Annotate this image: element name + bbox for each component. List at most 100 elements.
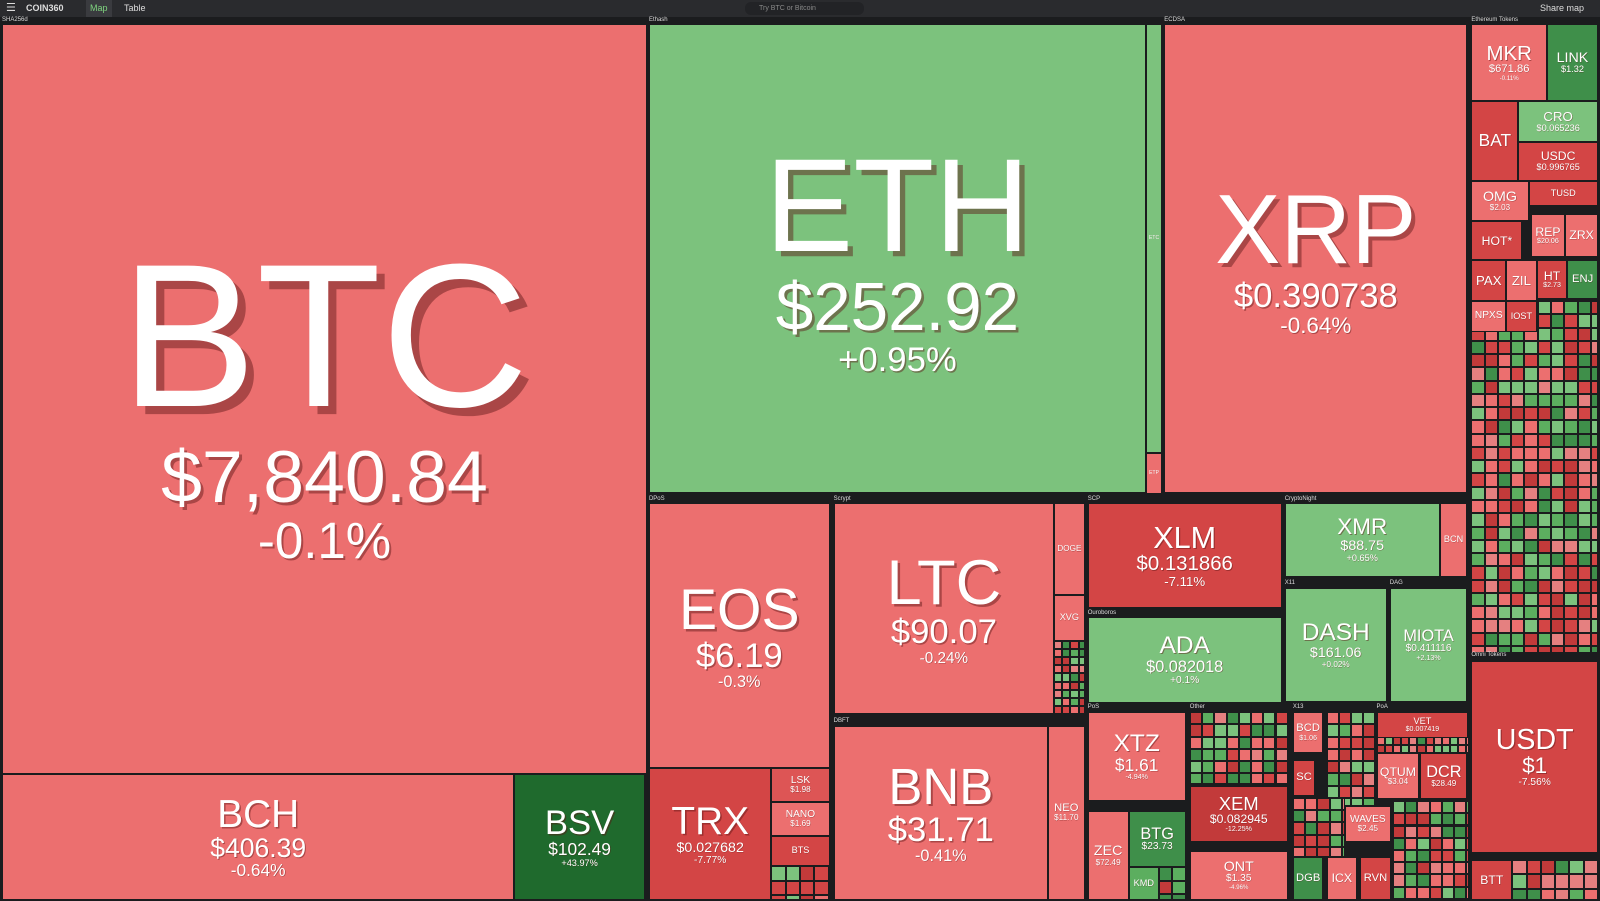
mini-tile[interactable]	[1458, 736, 1467, 745]
mini-tile[interactable]	[1441, 744, 1450, 754]
coin-tile[interactable]: XTZ $1.61 -4.94%	[1087, 712, 1186, 801]
tab-map[interactable]: Map	[86, 0, 112, 17]
mini-tile[interactable]	[1263, 748, 1276, 762]
coin-tile[interactable]: ENJ	[1567, 260, 1598, 299]
mini-tile[interactable]	[1417, 837, 1430, 850]
mini-tile[interactable]	[1471, 433, 1485, 447]
mini-tile[interactable]	[1338, 761, 1351, 774]
mini-tile[interactable]	[1537, 433, 1551, 447]
mini-tile[interactable]	[1555, 860, 1570, 875]
mini-tile[interactable]	[1524, 433, 1538, 447]
mini-tile[interactable]	[1159, 880, 1173, 894]
mini-tile[interactable]	[1511, 407, 1525, 421]
mini-tile[interactable]	[1551, 553, 1565, 567]
mini-tile[interactable]	[1417, 862, 1430, 875]
mini-tile[interactable]	[1564, 553, 1578, 567]
coin-tile[interactable]: BCH $406.39 -0.64%	[2, 774, 515, 900]
mini-tile[interactable]	[1471, 645, 1485, 654]
mini-tile[interactable]	[1078, 673, 1085, 682]
mini-tile[interactable]	[1577, 301, 1591, 315]
mini-tile[interactable]	[1484, 473, 1498, 487]
mini-tile[interactable]	[1351, 761, 1364, 774]
mini-tile[interactable]	[1376, 744, 1385, 754]
mini-tile[interactable]	[1341, 846, 1345, 858]
mini-tile[interactable]	[1292, 810, 1306, 823]
mini-tile[interactable]	[1537, 354, 1551, 368]
coin-tile[interactable]: BSV $102.49 +43.97%	[514, 774, 645, 900]
mini-tile[interactable]	[1564, 380, 1578, 394]
mini-tile[interactable]	[1287, 748, 1290, 762]
mini-tile[interactable]	[1441, 837, 1455, 850]
mini-tile[interactable]	[1484, 619, 1498, 633]
brand[interactable]: COIN360	[26, 3, 64, 13]
mini-tile[interactable]	[1577, 446, 1591, 461]
mini-tile[interactable]	[1537, 632, 1551, 646]
mini-tile[interactable]	[1497, 526, 1512, 540]
mini-tile[interactable]	[1590, 645, 1598, 654]
mini-tile[interactable]	[1471, 566, 1485, 580]
mini-tile[interactable]	[1590, 433, 1598, 447]
mini-tile[interactable]	[1551, 314, 1565, 328]
mini-tile[interactable]	[1078, 689, 1085, 698]
mini-tile[interactable]	[1202, 748, 1215, 762]
mini-tile[interactable]	[1363, 712, 1376, 725]
mini-tile[interactable]	[1202, 773, 1215, 784]
mini-tile[interactable]	[1564, 367, 1578, 381]
mini-tile[interactable]	[1341, 797, 1345, 811]
mini-tile[interactable]	[1537, 526, 1551, 540]
mini-tile[interactable]	[1497, 579, 1512, 593]
mini-tile[interactable]	[1484, 460, 1498, 474]
mini-tile[interactable]	[1551, 354, 1565, 368]
mini-tile[interactable]	[1524, 473, 1538, 487]
mini-tile[interactable]	[771, 894, 786, 900]
mini-tile[interactable]	[1466, 736, 1470, 745]
mini-tile[interactable]	[1409, 744, 1418, 754]
mini-tile[interactable]	[1551, 393, 1565, 408]
mini-tile[interactable]	[1577, 473, 1591, 487]
mini-tile[interactable]	[1078, 697, 1085, 707]
mini-tile[interactable]	[1524, 420, 1538, 434]
mini-tile[interactable]	[1159, 867, 1173, 881]
mini-tile[interactable]	[785, 866, 800, 881]
coin-tile[interactable]: BCD $1.06	[1292, 712, 1324, 754]
coin-tile[interactable]: NANO $1.69	[771, 802, 830, 836]
mini-tile[interactable]	[1577, 579, 1591, 593]
mini-tile[interactable]	[1577, 380, 1591, 394]
mini-tile[interactable]	[1078, 657, 1085, 666]
mini-tile[interactable]	[1405, 874, 1418, 887]
mini-tile[interactable]	[1537, 407, 1551, 421]
mini-tile[interactable]	[1511, 579, 1525, 593]
mini-tile[interactable]	[1263, 736, 1276, 749]
mini-tile[interactable]	[1524, 645, 1538, 654]
mini-tile[interactable]	[1401, 744, 1410, 754]
mini-tile[interactable]	[1564, 566, 1578, 580]
mini-tile[interactable]	[1317, 797, 1330, 811]
mini-tile[interactable]	[1540, 874, 1556, 889]
mini-tile[interactable]	[1524, 539, 1538, 554]
mini-tile[interactable]	[1202, 736, 1215, 749]
mini-tile[interactable]	[1417, 825, 1430, 838]
mini-tile[interactable]	[1577, 460, 1591, 474]
mini-tile[interactable]	[1497, 486, 1512, 500]
mini-tile[interactable]	[1511, 380, 1525, 394]
mini-tile[interactable]	[1238, 724, 1251, 737]
mini-tile[interactable]	[1577, 327, 1591, 341]
coin-tile[interactable]: XVG	[1054, 594, 1085, 641]
mini-tile[interactable]	[1238, 736, 1251, 749]
mini-tile[interactable]	[1564, 340, 1578, 355]
mini-tile[interactable]	[800, 894, 815, 900]
mini-tile[interactable]	[785, 880, 800, 895]
mini-tile[interactable]	[1484, 407, 1498, 421]
mini-tile[interactable]	[1392, 874, 1406, 887]
mini-tile[interactable]	[1317, 846, 1330, 858]
mini-tile[interactable]	[1537, 500, 1551, 514]
coin-tile[interactable]: BTC $7,840.84 -0.1%	[2, 24, 647, 775]
mini-tile[interactable]	[1524, 407, 1538, 421]
mini-tile[interactable]	[1590, 354, 1598, 368]
mini-tile[interactable]	[1329, 797, 1342, 811]
mini-tile[interactable]	[1471, 460, 1485, 474]
mini-tile[interactable]	[1338, 748, 1351, 762]
mini-tile[interactable]	[1551, 340, 1565, 355]
mini-tile[interactable]	[1512, 860, 1527, 875]
coin-tile[interactable]: QTUM $3.04	[1376, 753, 1420, 799]
